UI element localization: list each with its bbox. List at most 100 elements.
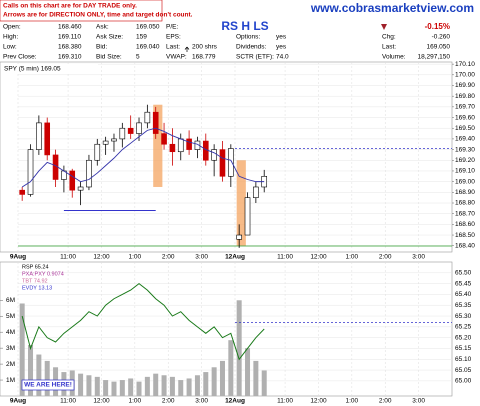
y-tick-label: 169.40 bbox=[455, 136, 475, 143]
up-arrow-icon bbox=[184, 46, 190, 52]
field-label: Ask Size: bbox=[96, 34, 123, 41]
y2-tick-label: 65.10 bbox=[455, 356, 472, 363]
field-label: VWAP: bbox=[166, 54, 187, 61]
candle-body bbox=[236, 234, 242, 240]
field-label: Ask: bbox=[96, 24, 109, 31]
field-label: P/E: bbox=[166, 24, 178, 31]
x-tick-label: 2:00 bbox=[162, 398, 175, 405]
price-line bbox=[21, 282, 265, 361]
legend: SPY (5 min) 169.05 bbox=[4, 66, 61, 73]
x-tick-label: 1:00 bbox=[129, 398, 142, 405]
volume-bar bbox=[144, 376, 150, 396]
y-tick-label: 169.60 bbox=[455, 114, 475, 121]
y2-tick-label: 65.25 bbox=[455, 324, 472, 331]
candle-body bbox=[253, 186, 259, 198]
x-tick-label: 12:00 bbox=[93, 254, 110, 261]
x-tick-label: 12:00 bbox=[93, 398, 110, 405]
volume-bar bbox=[103, 380, 109, 396]
field-label: Open: bbox=[3, 24, 21, 31]
volume-bar bbox=[211, 367, 217, 396]
y-tick-label: 2M bbox=[6, 361, 15, 368]
y2-tick-label: 65.45 bbox=[455, 280, 472, 287]
x-tick-label: 3:00 bbox=[412, 398, 425, 405]
volume-bar bbox=[219, 360, 225, 396]
field-label: Options: bbox=[236, 34, 260, 41]
field-value: 200 shrs bbox=[192, 44, 218, 51]
x-tick-label: 3:00 bbox=[195, 398, 208, 405]
volume-bar bbox=[178, 380, 184, 396]
volume-bar bbox=[194, 375, 200, 396]
volume-bar bbox=[236, 300, 242, 396]
candle-body bbox=[19, 189, 25, 195]
notes-box bbox=[0, 0, 163, 22]
candle-body bbox=[27, 149, 34, 195]
field-label: EPS: bbox=[166, 34, 181, 41]
x-tick-label: 11:00 bbox=[60, 398, 76, 405]
field-value: 169.040 bbox=[136, 44, 160, 51]
volume-bar bbox=[28, 344, 34, 396]
candle-body bbox=[211, 149, 217, 161]
moving-average bbox=[21, 127, 265, 188]
legend-entry: PXA:PXY 0.9074 bbox=[22, 271, 64, 277]
field-value: 169.310 bbox=[58, 54, 82, 61]
volume-bar bbox=[228, 340, 234, 396]
y-tick-label: 168.40 bbox=[455, 242, 475, 249]
field-value: 18,297,150 bbox=[417, 54, 450, 61]
y-tick-label: 6M bbox=[6, 297, 15, 304]
volume-bar bbox=[44, 360, 50, 396]
annotation: WE ARE HERE! bbox=[24, 382, 72, 389]
field-label: Prev Close: bbox=[3, 54, 37, 61]
candle-body bbox=[228, 148, 234, 177]
candle-body bbox=[36, 122, 42, 150]
y-tick-label: 169.10 bbox=[455, 168, 475, 175]
y-tick-label: 5M bbox=[6, 313, 15, 320]
candle-body bbox=[102, 140, 109, 145]
field-label: High: bbox=[3, 34, 18, 41]
field-value: 5 bbox=[136, 54, 140, 61]
candle-body bbox=[94, 143, 101, 161]
x-tick-label: 1:00 bbox=[346, 254, 359, 261]
volume-bar bbox=[78, 373, 84, 396]
y2-tick-label: 65.50 bbox=[455, 270, 472, 277]
x-tick-label: 3:00 bbox=[195, 254, 208, 261]
y-tick-label: 169.90 bbox=[455, 82, 475, 89]
y-tick-label: 4M bbox=[6, 329, 15, 336]
volume-bar bbox=[203, 372, 209, 396]
volume-bar bbox=[36, 354, 42, 396]
x-tick-label: 3:00 bbox=[412, 254, 425, 261]
field-value: 169.050 bbox=[136, 24, 160, 31]
x-tick-label: 12:00 bbox=[310, 254, 327, 261]
candle-body bbox=[44, 122, 51, 156]
y-tick-label: 3M bbox=[6, 345, 15, 352]
candle-body bbox=[127, 127, 134, 134]
volume-bar bbox=[111, 381, 117, 396]
candle-body bbox=[77, 186, 84, 191]
volume-bar bbox=[161, 375, 167, 396]
candle-body bbox=[169, 143, 176, 153]
field-value: 168.779 bbox=[192, 54, 216, 61]
field-value: 74.0 bbox=[276, 54, 289, 61]
volume-bar bbox=[253, 360, 259, 396]
candle-body bbox=[69, 170, 76, 191]
field-label: SCTR (ETF): bbox=[236, 54, 274, 61]
site-url: www.cobrasmarketview.com bbox=[310, 1, 474, 15]
candle-body bbox=[219, 149, 226, 177]
x-tick-label: 12Aug bbox=[225, 398, 245, 405]
candle-body bbox=[161, 133, 167, 145]
y-tick-label: 169.50 bbox=[455, 125, 475, 132]
highlight-zone bbox=[153, 104, 163, 187]
y-tick-label: 1M bbox=[6, 377, 15, 384]
y-tick-label: 170.00 bbox=[455, 72, 475, 79]
volume-bar bbox=[245, 348, 251, 396]
candle-body bbox=[186, 138, 192, 150]
y-tick-label: 170.10 bbox=[455, 61, 475, 68]
candle-body bbox=[119, 127, 126, 140]
y-tick-label: 168.60 bbox=[455, 221, 475, 228]
field-value: yes bbox=[276, 34, 287, 41]
y-tick-label: 169.30 bbox=[455, 146, 475, 153]
field-value: 159 bbox=[136, 34, 147, 41]
volume-bar bbox=[119, 380, 125, 396]
y-tick-label: 168.80 bbox=[455, 200, 475, 207]
symbol-title: RS H LS bbox=[221, 19, 268, 33]
field-value: 169.050 bbox=[427, 44, 451, 51]
